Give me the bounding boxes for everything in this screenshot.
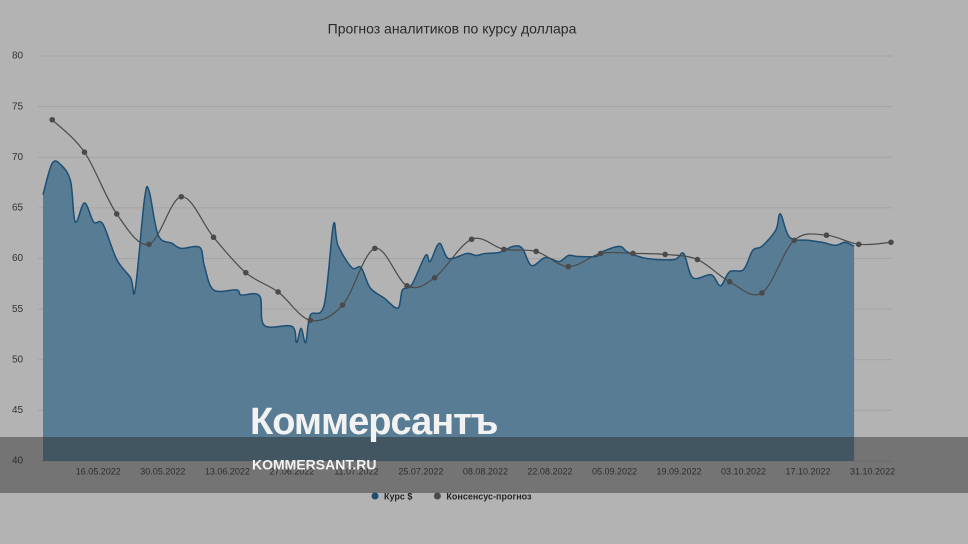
x-tick-label: 13.06.2022: [205, 466, 250, 476]
x-tick-label: 16.05.2022: [76, 466, 121, 476]
x-tick-label: 31.10.2022: [850, 466, 895, 476]
point: [113, 211, 120, 217]
x-tick-label: 11.07.2022: [334, 466, 378, 476]
point: [372, 245, 378, 252]
point: [855, 241, 862, 248]
point: [662, 251, 668, 258]
point: [597, 250, 604, 257]
y-tick-label: 80: [12, 51, 24, 62]
point: [81, 149, 88, 155]
point: [307, 317, 314, 324]
point: [468, 236, 475, 243]
point: [146, 241, 152, 248]
y-tick-label: 75: [12, 101, 24, 112]
x-tick-label: 03.10.2022: [721, 466, 766, 476]
x-tick-label: 05.09.2022: [592, 466, 637, 476]
point: [210, 234, 217, 241]
plot-area: 40 45 50 55 60 65 70 75 80 16.05.2022 30.05.2022 13…: [12, 51, 895, 477]
point: [759, 290, 765, 296]
y-tick-label: 55: [12, 304, 24, 315]
chart-title: Прогноз аналитиков по курсу доллара: [328, 21, 577, 37]
point: [242, 269, 249, 276]
legend: Курс $ Консенсус-прогноз: [371, 491, 532, 501]
area: [43, 160, 855, 461]
point: [431, 274, 438, 281]
point: [726, 278, 733, 285]
series-line: [42, 160, 855, 344]
point: [49, 116, 56, 123]
point: [275, 289, 281, 295]
legend-marker: [371, 492, 379, 500]
point: [888, 239, 894, 246]
point: [533, 248, 539, 255]
point: [565, 263, 572, 270]
point: [630, 250, 636, 257]
point: [791, 237, 798, 244]
x-tick-label: 22.08.2022: [527, 466, 572, 476]
watermark-logo: Коммерсантъ: [250, 401, 498, 443]
x-tick-label: 25.07.2022: [398, 466, 443, 476]
point: [178, 193, 185, 200]
point: [823, 232, 830, 239]
y-tick-label: 40: [12, 456, 24, 467]
y-tick-label: 45: [12, 405, 24, 416]
x-tick-label: 08.08.2022: [463, 466, 508, 476]
legend-label: Консенсус-прогноз: [446, 491, 532, 501]
x-tick-label: 19.09.2022: [656, 466, 701, 476]
watermark-url: KOMMERSANT.RU: [252, 457, 376, 473]
x-tick-label: 30.05.2022: [140, 466, 185, 476]
y-tick-label: 50: [12, 354, 24, 365]
point: [404, 283, 410, 289]
point: [501, 246, 507, 253]
y-tick-label: 65: [12, 203, 24, 214]
x-tick-label: 17.10.2022: [786, 466, 831, 476]
y-tick-label: 60: [12, 253, 24, 264]
point: [694, 256, 701, 263]
legend-marker: [433, 492, 441, 500]
x-tick-label: 27.06.2022: [269, 466, 314, 476]
watermark-band: [0, 437, 968, 493]
point: [339, 302, 346, 308]
y-tick-label: 70: [12, 152, 24, 163]
legend-label: Курс $: [384, 491, 412, 501]
